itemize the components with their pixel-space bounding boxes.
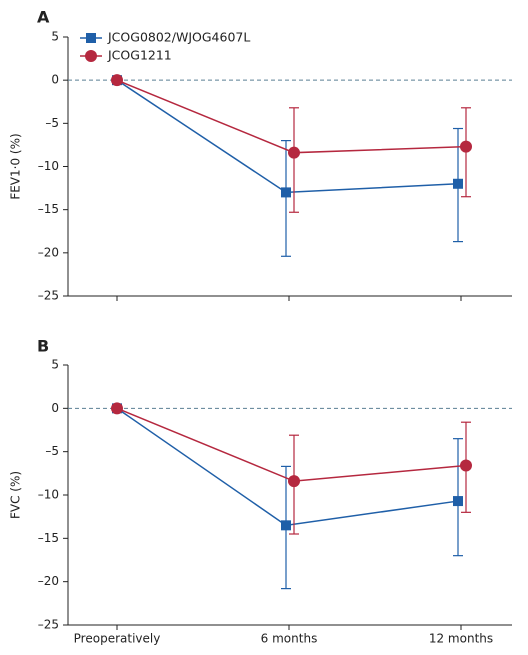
y-tick-label: –15 xyxy=(38,531,59,545)
data-point-circle xyxy=(460,459,472,472)
y-axis-title: FEV1·0 (%) xyxy=(9,133,23,199)
x-tick-label: 6 months xyxy=(261,632,318,646)
data-point-circle xyxy=(111,74,123,87)
data-point-square xyxy=(453,178,463,189)
legend-label: JCOG1211 xyxy=(107,48,172,63)
series-line xyxy=(116,79,459,194)
y-tick-label: –20 xyxy=(38,245,59,259)
y-tick-label: –5 xyxy=(45,444,59,458)
data-point-square xyxy=(281,187,291,198)
y-tick-label: –15 xyxy=(38,202,59,216)
data-point-square xyxy=(453,496,463,507)
legend-marker-square xyxy=(86,33,96,43)
y-tick-label: –5 xyxy=(45,116,59,130)
y-axis-title: FVC (%) xyxy=(9,471,23,519)
y-tick-label: 0 xyxy=(51,401,59,415)
panel-label: B xyxy=(37,337,49,356)
y-tick-label: 0 xyxy=(51,73,59,87)
y-tick-label: 5 xyxy=(51,358,59,372)
y-tick-label: –20 xyxy=(38,574,59,588)
data-point-circle xyxy=(288,475,300,488)
x-tick-label: 12 months xyxy=(429,632,493,646)
legend-label: JCOG0802/WJOG4607L xyxy=(107,30,250,45)
data-point-circle xyxy=(288,146,300,159)
y-tick-label: –25 xyxy=(38,289,59,303)
legend-marker-circle xyxy=(85,50,97,62)
y-tick-label: 5 xyxy=(51,30,59,44)
series-line xyxy=(116,79,467,154)
y-tick-label: –10 xyxy=(38,159,59,173)
y-tick-label: –25 xyxy=(38,618,59,632)
y-tick-label: –10 xyxy=(38,488,59,502)
data-point-square xyxy=(281,520,291,531)
data-point-circle xyxy=(111,402,123,415)
panel-label: A xyxy=(37,8,50,27)
x-tick-label: Preoperatively xyxy=(74,632,161,646)
data-point-circle xyxy=(460,140,472,153)
